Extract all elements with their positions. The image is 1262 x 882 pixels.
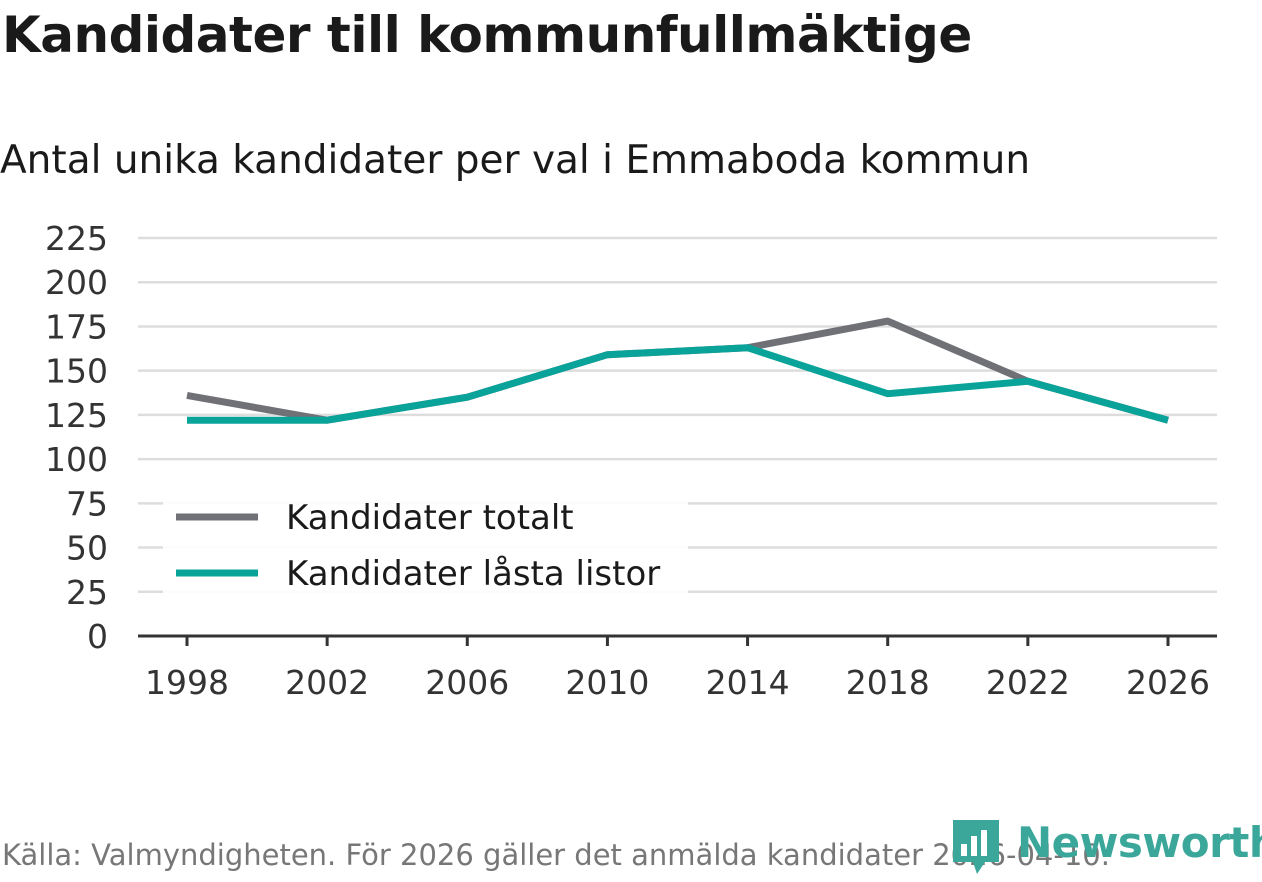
y-tick-label: 50	[66, 529, 108, 568]
y-tick-label: 0	[87, 617, 108, 656]
legend: Kandidater totalt Kandidater låsta listor	[163, 492, 688, 598]
y-tick-label: 125	[45, 396, 108, 435]
legend-background	[163, 492, 688, 598]
x-tick-label: 2006	[425, 663, 509, 702]
x-tick-label: 2014	[706, 663, 790, 702]
y-tick-label: 75	[66, 484, 108, 523]
y-tick-label: 25	[66, 573, 108, 612]
chart-title: Kandidater till kommunfullmäktige	[2, 6, 972, 64]
x-tick-label: 2022	[986, 663, 1070, 702]
x-tick-label: 2026	[1126, 663, 1210, 702]
y-tick-label: 100	[45, 440, 108, 479]
newsworthy-logo-icon	[953, 820, 999, 874]
brand-name: Newsworthy	[1017, 818, 1262, 867]
x-tick-label: 1998	[145, 663, 229, 702]
x-tick-label: 2018	[846, 663, 930, 702]
chart-subtitle: Antal unika kandidater per val i Emmabod…	[0, 138, 1031, 183]
series-lines	[186, 317, 1169, 424]
source-note: Källa: Valmyndigheten. För 2026 gäller d…	[2, 838, 1110, 872]
x-axis-ticks: 1998 2002 2006 2010 2014 2018 2022 2026	[138, 634, 1217, 702]
series-line-lasta-listor	[187, 344, 1169, 424]
y-tick-label: 175	[45, 307, 108, 346]
y-tick-label: 225	[45, 219, 108, 258]
legend-label: Kandidater totalt	[286, 498, 574, 538]
y-tick-label: 150	[45, 352, 108, 391]
y-axis-ticks: 0 25 50 75 100 125 150 175 200 225	[45, 219, 108, 656]
x-tick-label: 2002	[285, 663, 369, 702]
x-tick-label: 2010	[565, 663, 649, 702]
newsworthy-logo: Newsworthy	[951, 818, 1262, 878]
legend-label: Kandidater låsta listor	[286, 554, 660, 594]
y-tick-label: 200	[45, 263, 108, 302]
